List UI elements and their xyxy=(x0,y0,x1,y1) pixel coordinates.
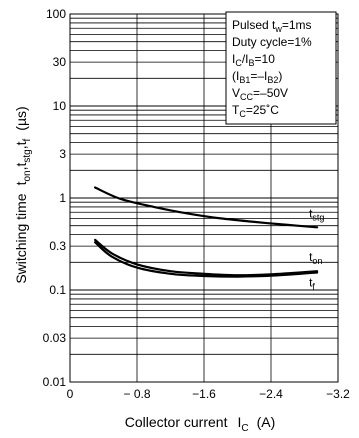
x-tick-label: −2.4 xyxy=(259,387,283,401)
y-tick-label: 10 xyxy=(53,99,67,113)
series-label-t-f: tf xyxy=(309,275,315,291)
condition-current-ratio: IC/IB=10 xyxy=(232,52,275,68)
y-axis-label: Switching timeton,tstg,tf(µs) xyxy=(13,106,33,283)
series-line-t-f xyxy=(94,241,319,278)
x-axis-label: Collector current IC (A) xyxy=(125,414,276,434)
y-tick-label: 100 xyxy=(46,7,66,21)
y-tick-label: 0.3 xyxy=(49,239,66,253)
y-tick-label: 0.03 xyxy=(43,331,67,345)
plot-frame xyxy=(69,13,339,383)
series-label-t-on: ton xyxy=(309,250,322,266)
condition-duty-cycle: Duty cycle=1% xyxy=(232,35,312,49)
x-tick-label: − 0.8 xyxy=(123,387,150,401)
condition-vcc: VCC=–50V xyxy=(232,86,288,102)
series-line-t-stg xyxy=(94,186,319,229)
series-line-t-on xyxy=(94,238,319,277)
x-tick-label: −3.2 xyxy=(326,387,350,401)
y-tick-label: 0.1 xyxy=(49,283,66,297)
y-tick-label: 30 xyxy=(53,55,67,69)
y-tick-label: 1 xyxy=(59,191,66,205)
x-tick-label: 0 xyxy=(67,387,74,401)
conditions-box-background xyxy=(225,11,337,125)
x-tick-label: −1.6 xyxy=(192,387,216,401)
data-series: tstg ton tf xyxy=(94,186,324,291)
condition-case-temperature: TC=25˚C xyxy=(232,103,279,119)
condition-pulse: Pulsed tw=1ms xyxy=(232,18,312,34)
y-tick-label: 0.01 xyxy=(43,375,67,389)
y-tick-label: 3 xyxy=(59,147,66,161)
condition-base-currents: (IB1=–IB2) xyxy=(232,69,282,85)
series-label-t-stg: tstg xyxy=(309,206,324,222)
tick-labels: 100 30 10 3 1 0.3 0.1 0.03 0.010 − 0.8 −1.6 −2.4 −3.… xyxy=(43,7,351,401)
conditions-box: Pulsed tw=1ms Duty cycle=1% IC/IB=10 (IB… xyxy=(225,11,337,125)
